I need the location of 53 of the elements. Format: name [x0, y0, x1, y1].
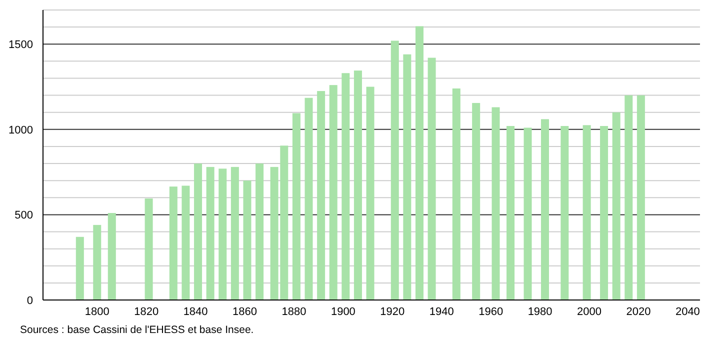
bar: [169, 186, 178, 300]
bar: [206, 166, 214, 300]
bar: [415, 26, 424, 300]
bar: [304, 98, 313, 300]
y-tick-label: 1500: [8, 38, 33, 51]
bar: [540, 119, 549, 300]
bar: [342, 73, 350, 300]
bar: [93, 224, 102, 300]
bar: [624, 95, 633, 300]
x-tick-label: 1960: [478, 306, 504, 318]
bar: [600, 126, 608, 300]
x-tick-label: 1980: [528, 306, 552, 318]
bar: [492, 107, 500, 300]
x-tick-label: 2020: [626, 306, 651, 318]
bar: [243, 180, 252, 300]
bar: [582, 125, 591, 300]
bar: [428, 58, 436, 300]
y-tick-label: 1000: [8, 124, 33, 136]
bar: [194, 164, 202, 300]
bar: [403, 54, 412, 300]
bar: [218, 168, 227, 300]
x-tick-label: 2000: [577, 306, 602, 318]
source-note: Sources : base Cassini de l'EHESS et base Insee.: [20, 324, 254, 336]
x-tick-label: 1900: [330, 306, 356, 318]
bar: [329, 85, 338, 300]
x-tick-label: 1820: [134, 306, 159, 318]
bar: [472, 102, 480, 300]
bar: [612, 112, 620, 300]
bar: [636, 95, 645, 300]
x-tick-label: 1920: [380, 306, 405, 318]
x-tick-label: 1840: [183, 306, 208, 318]
bar: [230, 166, 239, 300]
x-tick-label: 1800: [84, 306, 110, 318]
bar: [108, 213, 116, 300]
bar: [76, 236, 84, 300]
y-tick-label: 0: [26, 294, 33, 307]
x-tick-label: 2040: [675, 306, 700, 318]
bar: [354, 70, 362, 300]
bar: [560, 126, 569, 300]
bar: [292, 113, 300, 300]
bar: [452, 88, 460, 300]
bar: [144, 198, 153, 300]
y-tick-label: 500: [14, 210, 33, 222]
bar: [317, 91, 326, 300]
bar: [366, 86, 374, 300]
bar: [256, 164, 264, 300]
bar: [506, 126, 515, 300]
x-tick-label: 1860: [232, 306, 258, 318]
x-tick-label: 1880: [282, 306, 306, 318]
bar: [182, 186, 190, 300]
x-tick-label: 1940: [429, 306, 454, 318]
bar: [390, 40, 399, 300]
bar: [524, 128, 532, 300]
